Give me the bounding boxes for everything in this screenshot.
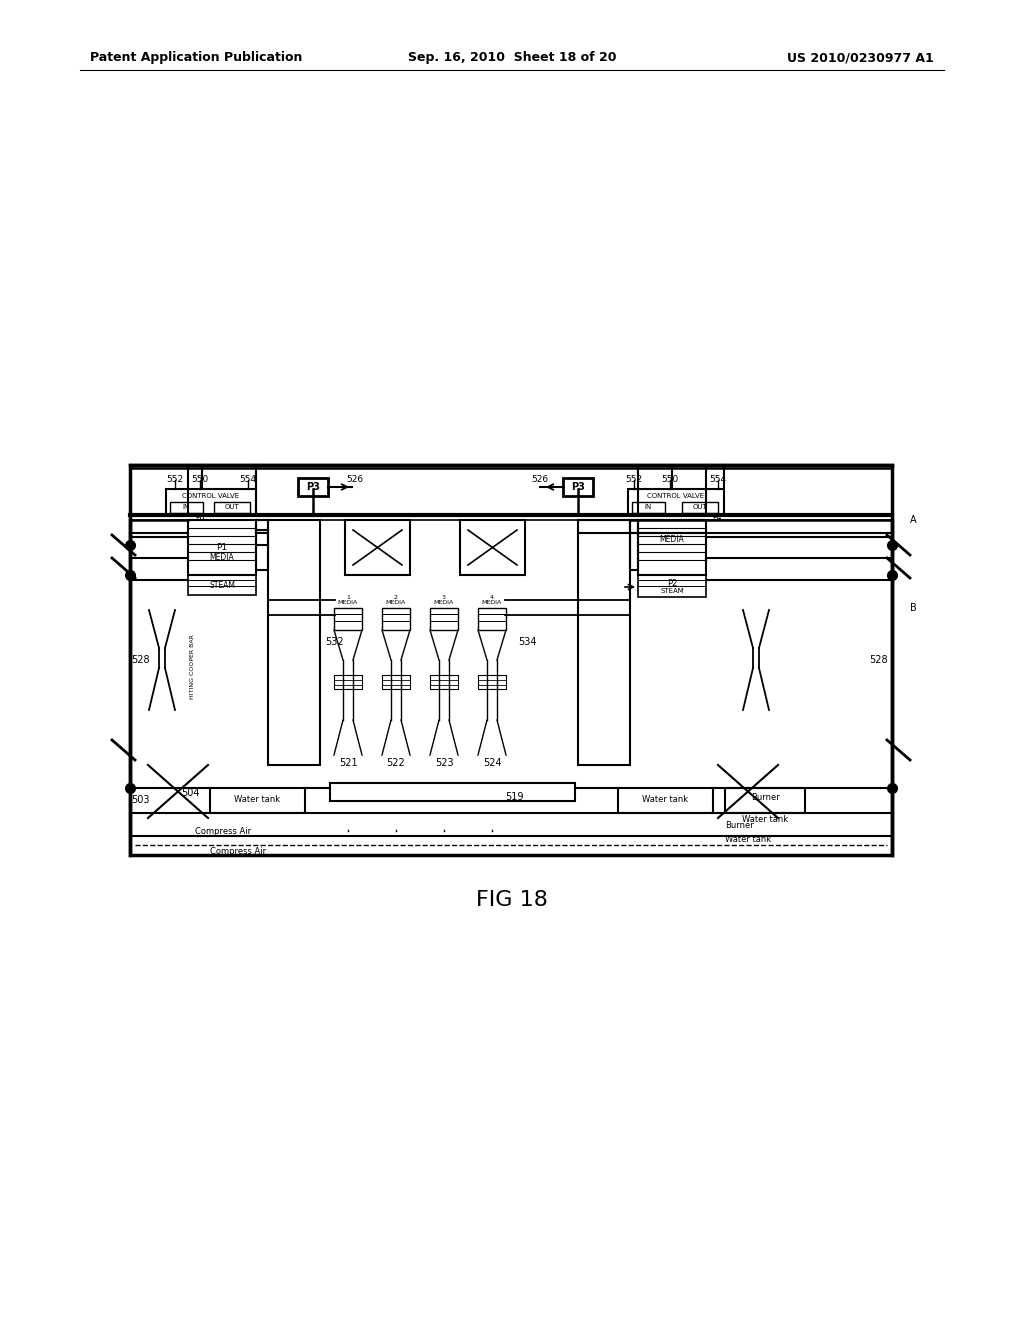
Bar <box>638 576 706 597</box>
Bar <box>345 520 410 576</box>
Text: 552: 552 <box>167 475 183 484</box>
Text: 526: 526 <box>531 474 549 483</box>
Text: 526: 526 <box>346 474 364 483</box>
Text: 554: 554 <box>240 475 257 484</box>
Bar <box>578 520 630 766</box>
Bar <box>298 478 328 496</box>
Text: HITING COOPER BAR: HITING COOPER BAR <box>190 635 196 700</box>
Text: Pd: Pd <box>195 513 205 523</box>
Text: IN: IN <box>182 504 189 510</box>
Text: Sep. 16, 2010  Sheet 18 of 20: Sep. 16, 2010 Sheet 18 of 20 <box>408 51 616 65</box>
Bar <box>330 783 575 801</box>
Text: IN: IN <box>644 504 651 510</box>
Bar <box>632 502 665 513</box>
Text: 1
MEDIA: 1 MEDIA <box>338 594 358 606</box>
Text: OUT: OUT <box>692 504 708 510</box>
Text: P3: P3 <box>306 482 319 492</box>
Bar <box>188 576 256 595</box>
Text: US 2010/0230977 A1: US 2010/0230977 A1 <box>787 51 934 65</box>
Text: CONTROL VALVE: CONTROL VALVE <box>647 492 705 499</box>
Text: STEAM: STEAM <box>209 581 234 590</box>
Text: B: B <box>910 603 916 612</box>
Text: Patent Application Publication: Patent Application Publication <box>90 51 302 65</box>
Text: 522: 522 <box>387 758 406 768</box>
Bar <box>628 488 724 515</box>
Text: P1: P1 <box>216 544 227 553</box>
Text: 504: 504 <box>181 788 200 799</box>
Text: FIG 18: FIG 18 <box>476 890 548 909</box>
Text: CONTROL VALVE: CONTROL VALVE <box>182 492 240 499</box>
Bar <box>214 502 250 513</box>
Text: 550: 550 <box>662 475 679 484</box>
Text: 4
MEDIA: 4 MEDIA <box>482 594 502 606</box>
Text: 524: 524 <box>482 758 502 768</box>
Text: 523: 523 <box>434 758 454 768</box>
Bar <box>460 520 525 576</box>
Bar <box>478 609 506 630</box>
Bar <box>563 478 593 496</box>
Text: 3
MEDIA: 3 MEDIA <box>434 594 454 606</box>
Text: MEDIA: MEDIA <box>210 553 234 562</box>
Text: 550: 550 <box>191 475 209 484</box>
Text: Compress Air: Compress Air <box>195 828 251 837</box>
Bar <box>430 675 458 689</box>
Text: 532: 532 <box>325 638 344 647</box>
Bar <box>334 609 362 630</box>
Bar <box>188 520 256 576</box>
Bar <box>725 788 805 813</box>
Text: 528: 528 <box>131 655 150 665</box>
Text: MEDIA: MEDIA <box>659 536 684 544</box>
Text: A: A <box>910 515 916 525</box>
Text: P2: P2 <box>667 578 677 587</box>
Text: Compress Air: Compress Air <box>210 847 266 857</box>
Bar <box>166 488 256 515</box>
Bar <box>638 520 706 576</box>
Text: 519: 519 <box>505 792 523 803</box>
Text: 554: 554 <box>710 475 727 484</box>
Text: Water tank: Water tank <box>742 816 788 825</box>
Bar <box>256 520 268 570</box>
Bar <box>334 675 362 689</box>
Text: 503: 503 <box>131 795 150 805</box>
Text: 552: 552 <box>626 475 643 484</box>
Text: STEAM: STEAM <box>660 587 684 594</box>
Text: P4: P4 <box>712 513 722 523</box>
Text: P3: P3 <box>571 482 585 492</box>
Bar <box>618 788 713 813</box>
Bar <box>682 502 718 513</box>
Text: Burner: Burner <box>725 821 754 830</box>
Text: Water tank: Water tank <box>233 796 280 804</box>
Bar <box>630 520 638 570</box>
Bar <box>130 465 892 855</box>
Bar <box>382 609 410 630</box>
Text: OUT: OUT <box>224 504 240 510</box>
Text: 528: 528 <box>868 655 888 665</box>
Bar <box>430 609 458 630</box>
Bar <box>210 788 305 813</box>
Text: 2
MEDIA: 2 MEDIA <box>386 594 407 606</box>
Bar <box>268 520 319 766</box>
Bar <box>478 675 506 689</box>
Text: Water tank: Water tank <box>642 796 688 804</box>
Text: 534: 534 <box>518 638 537 647</box>
Text: 521: 521 <box>339 758 357 768</box>
Bar <box>170 502 203 513</box>
Text: Burner: Burner <box>751 792 779 801</box>
Text: Water tank: Water tank <box>725 836 771 845</box>
Bar <box>382 675 410 689</box>
